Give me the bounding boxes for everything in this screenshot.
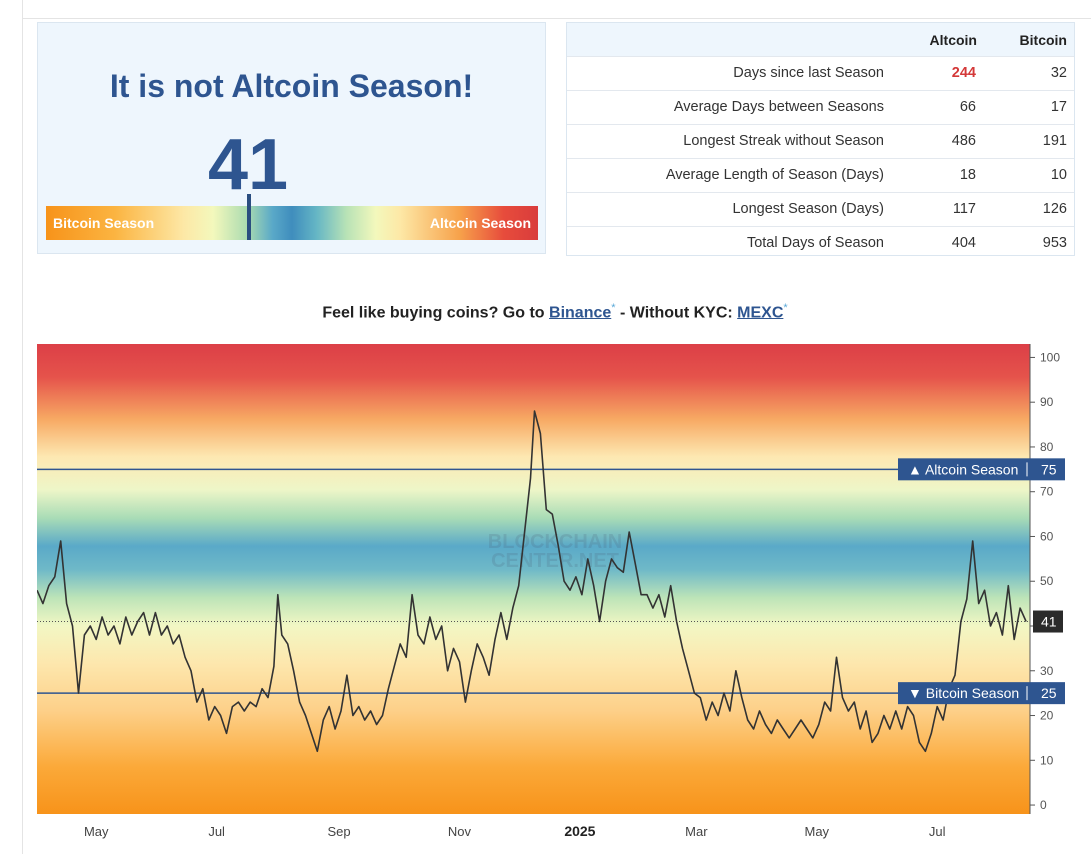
binance-external-marker: *: [611, 302, 616, 314]
chart-guides: [37, 468, 1030, 694]
row-label: Longest Season (Days): [732, 201, 884, 217]
row-label: Average Days between Seasons: [673, 99, 884, 115]
x-tick-label: Jul: [929, 824, 946, 839]
bitcoin-season-scale-label: Bitcoin Season: [53, 215, 155, 231]
season-scale-bar: Bitcoin Season Altcoin Season: [46, 194, 538, 240]
threshold-tag-label: ▼ Bitcoin Season: [908, 685, 1019, 701]
bitcoin-value: 10: [1050, 167, 1067, 183]
y-tick-label: 50: [1040, 574, 1054, 588]
x-axis-band: [37, 814, 1075, 848]
x-tick-label: May: [84, 824, 109, 839]
x-tick-label: 2025: [564, 823, 595, 839]
row-label: Days since last Season: [733, 65, 884, 81]
x-tick-label: May: [805, 824, 830, 839]
altcoin-value: 117: [952, 201, 976, 217]
promo-prefix: Feel like buying coins? Go to: [322, 304, 550, 322]
table-row: Average Days between Seasons 66 17: [567, 90, 1074, 124]
y-tick-label: 70: [1040, 485, 1054, 499]
x-tick-label: Nov: [448, 824, 472, 839]
chart-svg[interactable]: 0102030405060708090100 MayJulSepNov2025M…: [37, 344, 1075, 848]
stats-table-header: Altcoin Bitcoin: [567, 23, 1074, 56]
x-tick-label: Mar: [685, 824, 708, 839]
y-axis-ticks: 0102030405060708090100: [1030, 350, 1060, 812]
threshold-tag: [898, 458, 1065, 481]
binance-link[interactable]: Binance: [549, 304, 612, 322]
altcoin-column-header: Altcoin: [929, 32, 977, 48]
season-scale-marker: [247, 194, 251, 240]
altcoin-value: 404: [951, 235, 976, 251]
y-tick-label: 20: [1040, 709, 1054, 723]
y-tick-label: 80: [1040, 440, 1054, 454]
season-status-panel: It is not Altcoin Season! 41 Bitcoin Sea…: [37, 22, 546, 254]
bitcoin-value: 191: [1042, 133, 1067, 149]
bitcoin-value: 953: [1042, 235, 1067, 251]
page-rule: [22, 0, 23, 854]
y-tick-label: 90: [1040, 395, 1054, 409]
season-stats-table: Altcoin Bitcoin Days since last Season 2…: [566, 22, 1075, 256]
y-tick-label: 100: [1040, 350, 1060, 364]
threshold-tag-value: 25: [1041, 685, 1057, 701]
altcoin-value: 66: [959, 99, 976, 115]
table-row: Total Days of Season 404 953: [567, 226, 1074, 260]
bitcoin-value: 126: [1042, 201, 1067, 217]
current-value-tag: [1033, 610, 1063, 633]
threshold-tag: [898, 682, 1065, 705]
altcoin-index-value: 41: [207, 125, 289, 205]
row-label: Longest Streak without Season: [683, 133, 884, 149]
threshold-tag-value: 75: [1041, 461, 1057, 477]
watermark-text: CENTER.NET: [491, 550, 619, 572]
table-row: Longest Season (Days) 117 126: [567, 192, 1074, 226]
y-tick-label: 0: [1040, 798, 1047, 812]
x-tick-label: Jul: [208, 824, 225, 839]
bitcoin-column-header: Bitcoin: [1019, 32, 1067, 48]
table-row: Days since last Season 244 32: [567, 56, 1074, 90]
exchange-promo: Feel like buying coins? Go to Binance* -…: [0, 302, 1091, 322]
mexc-link[interactable]: MEXC: [737, 304, 784, 322]
x-axis-ticks: May Jul Sep Nov 2025 Mar May Jul: [84, 823, 946, 839]
y-tick-label: 10: [1040, 753, 1054, 767]
altcoin-index-line: [37, 410, 1027, 753]
threshold-tag-label: ▲ Altcoin Season: [908, 461, 1018, 477]
promo-middle: - Without KYC:: [615, 304, 738, 322]
table-row: Average Length of Season (Days) 18 10: [567, 158, 1074, 192]
bitcoin-value: 32: [1050, 65, 1067, 81]
y-tick-label: 30: [1040, 664, 1054, 678]
altcoin-season-scale-label: Altcoin Season: [429, 215, 531, 231]
y-tick-label: 60: [1040, 529, 1054, 543]
season-status-title: It is not Altcoin Season!: [109, 68, 474, 104]
x-tick-label: Sep: [327, 824, 350, 839]
row-label: Total Days of Season: [746, 235, 884, 251]
mexc-external-marker: *: [783, 302, 788, 314]
altcoin-value: 18: [959, 167, 976, 183]
altcoin-season-index-chart[interactable]: 0102030405060708090100 MayJulSepNov2025M…: [37, 344, 1075, 848]
row-label: Average Length of Season (Days): [665, 167, 884, 183]
altcoin-value: 244: [951, 65, 976, 81]
table-row: Longest Streak without Season 486 191: [567, 124, 1074, 158]
altcoin-value: 486: [951, 133, 976, 149]
watermark-text: BLOCKCHAIN: [488, 531, 622, 553]
threshold-tags: ▲ Altcoin Season 75 ▼ Bitcoin Season 25 41: [898, 458, 1065, 705]
page-rule-top: [22, 18, 1091, 19]
current-value-tag-label: 41: [1041, 614, 1057, 630]
bitcoin-value: 17: [1050, 99, 1067, 115]
